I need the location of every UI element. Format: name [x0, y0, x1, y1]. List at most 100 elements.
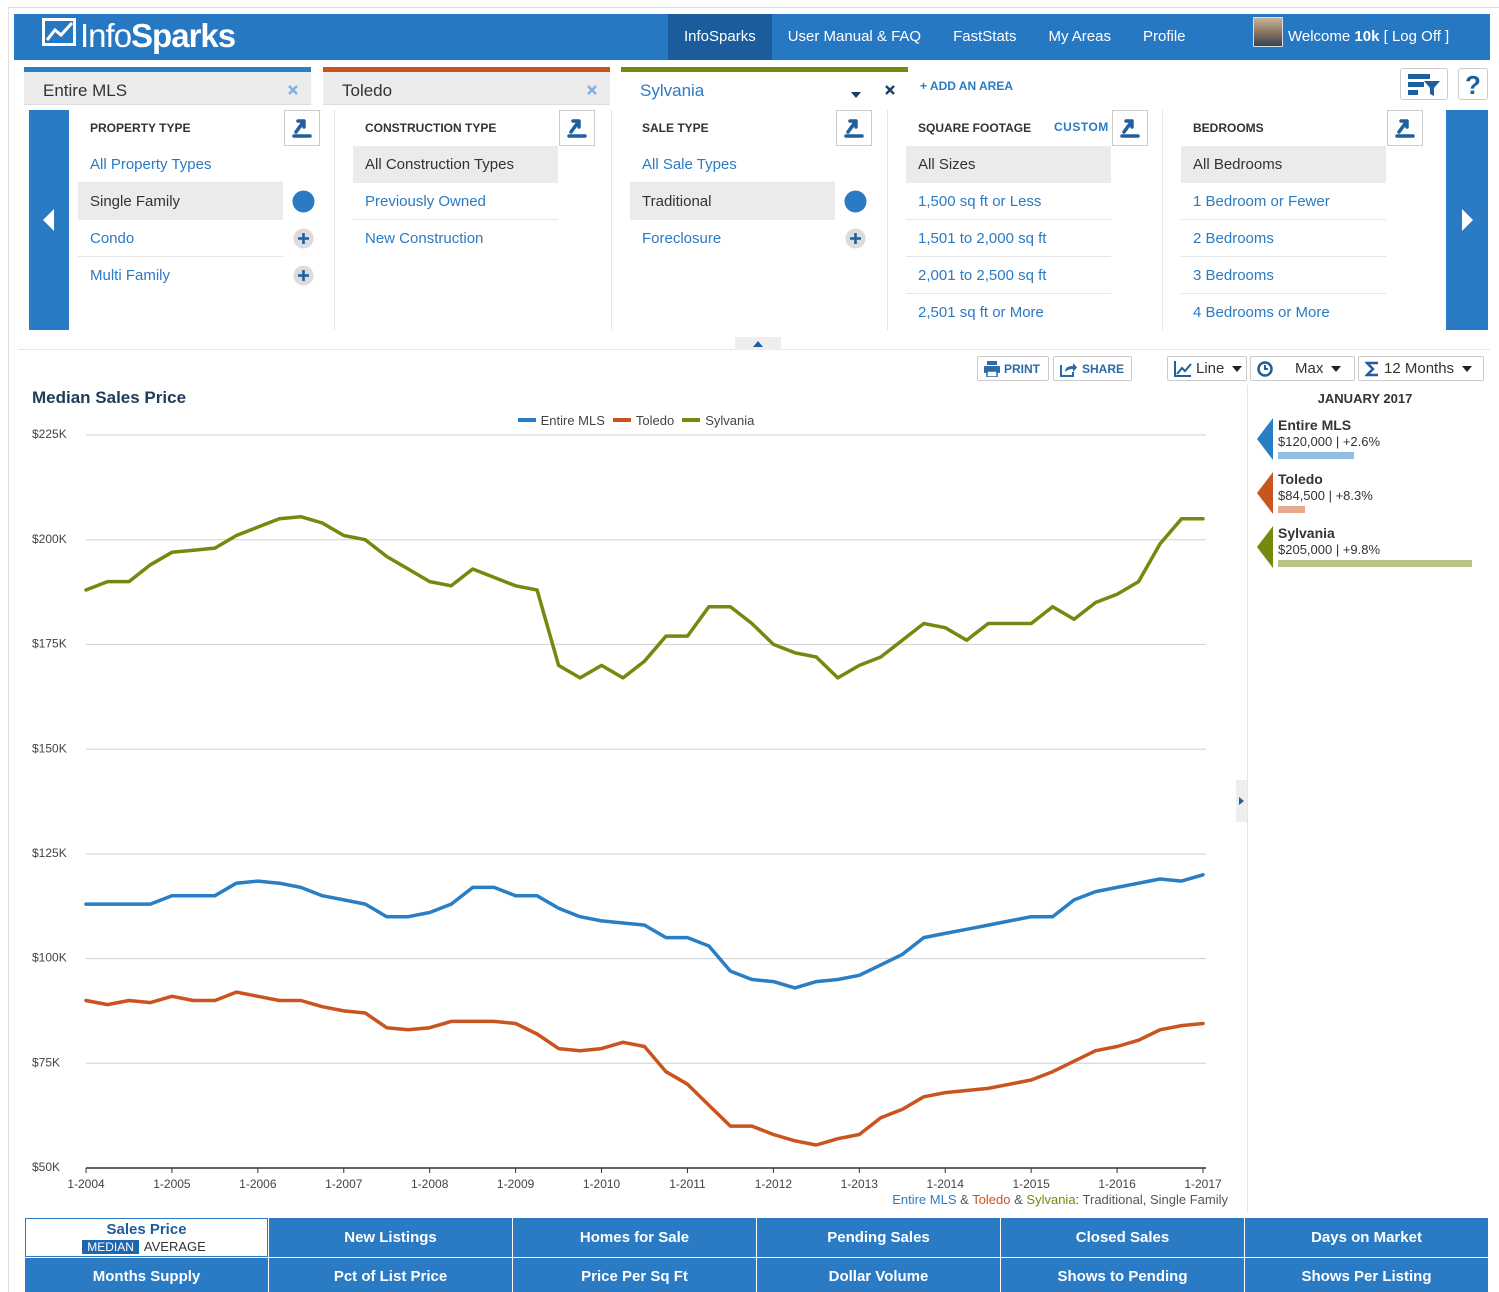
- filter-option[interactable]: 2 Bedrooms: [1181, 220, 1386, 257]
- filter-option[interactable]: 1,500 sq ft or Less: [906, 183, 1111, 220]
- share-button[interactable]: SHARE: [1053, 356, 1132, 381]
- avatar: [1253, 17, 1283, 47]
- logo-text: Sparks: [131, 17, 235, 54]
- note-part: Toledo: [972, 1192, 1010, 1207]
- filter-option[interactable]: Single Family: [78, 183, 283, 220]
- add-option[interactable]: [844, 227, 867, 250]
- column-divider: [611, 110, 612, 330]
- metric-button[interactable]: Dollar Volume: [757, 1258, 1000, 1292]
- filter-option[interactable]: Previously Owned: [353, 183, 558, 220]
- icon-shape: [1257, 472, 1273, 514]
- area-tab[interactable]: Entire MLS: [24, 72, 311, 105]
- legend-item[interactable]: Entire MLS: [518, 413, 605, 428]
- window-select[interactable]: 12 Months: [1358, 356, 1484, 381]
- filter-option[interactable]: New Construction: [353, 220, 558, 257]
- metric-button[interactable]: New Listings: [269, 1218, 512, 1257]
- metric-button[interactable]: Months Supply: [25, 1258, 268, 1292]
- filter-option[interactable]: All Construction Types: [353, 146, 558, 183]
- stat-option[interactable]: AVERAGE: [139, 1239, 211, 1254]
- filter-option[interactable]: 1,501 to 2,000 sq ft: [906, 220, 1111, 257]
- icon-shape: [569, 121, 585, 136]
- metric-button[interactable]: Pending Sales: [757, 1218, 1000, 1257]
- filter-option[interactable]: 4 Bedrooms or More: [1181, 294, 1386, 331]
- tab-close[interactable]: [884, 83, 896, 101]
- metric-button[interactable]: Homes for Sale: [513, 1218, 756, 1257]
- metric-button[interactable]: Shows to Pending: [1001, 1258, 1244, 1292]
- icon-shape: [47, 23, 72, 40]
- option-label: 1,500 sq ft or Less: [918, 183, 1041, 220]
- nav-item[interactable]: My Areas: [1032, 14, 1127, 60]
- nav-item[interactable]: User Manual & FAQ: [772, 14, 937, 60]
- logo-icon: [42, 18, 76, 46]
- nav-item[interactable]: FastStats: [937, 14, 1032, 60]
- filter-option[interactable]: 3 Bedrooms: [1181, 257, 1386, 294]
- icon-shape: [1257, 418, 1273, 460]
- side-value: $205,000 | +9.8%: [1278, 542, 1380, 558]
- nav-item[interactable]: Profile: [1127, 14, 1202, 60]
- print-button[interactable]: PRINT: [977, 356, 1049, 381]
- filter-action[interactable]: [836, 110, 872, 146]
- option-label: 4 Bedrooms or More: [1193, 294, 1330, 331]
- icon-shape: [1397, 121, 1413, 136]
- filter-option[interactable]: All Property Types: [78, 146, 283, 183]
- filter-action[interactable]: [1112, 110, 1148, 146]
- stat-option[interactable]: MEDIAN: [82, 1240, 139, 1254]
- icon-shape: [1406, 71, 1442, 97]
- help-button[interactable]: ?: [1458, 68, 1488, 100]
- tab-dropdown[interactable]: [851, 86, 861, 104]
- icon-shape: [1408, 90, 1418, 95]
- filter-option[interactable]: All Sale Types: [630, 146, 835, 183]
- legend-item[interactable]: Toledo: [613, 413, 674, 428]
- filter-option[interactable]: All Bedrooms: [1181, 146, 1386, 183]
- side-handle[interactable]: [1236, 780, 1247, 822]
- option-label: All Property Types: [90, 146, 211, 183]
- filter-option[interactable]: Traditional: [630, 183, 835, 220]
- collapse-handle[interactable]: [735, 337, 781, 350]
- filter-option[interactable]: Foreclosure: [630, 220, 835, 257]
- filter-option[interactable]: 2,001 to 2,500 sq ft: [906, 257, 1111, 294]
- metric-button[interactable]: Pct of List Price: [269, 1258, 512, 1292]
- filter-option[interactable]: Multi Family: [78, 257, 283, 294]
- metric-button[interactable]: Days on Market: [1245, 1218, 1488, 1257]
- filter-button[interactable]: [1400, 68, 1448, 100]
- compare-icon: [566, 117, 588, 139]
- logoff-link[interactable]: [ Log Off ]: [1384, 28, 1450, 45]
- icon-shape: [846, 121, 862, 136]
- tab-close[interactable]: [287, 83, 299, 101]
- area-tab[interactable]: Toledo: [323, 72, 610, 105]
- icon-shape: [1239, 797, 1244, 805]
- metric-button[interactable]: Closed Sales: [1001, 1218, 1244, 1257]
- tab-close[interactable]: [586, 83, 598, 101]
- filter-action[interactable]: [1387, 110, 1423, 146]
- metric-button[interactable]: Price Per Sq Ft: [513, 1258, 756, 1292]
- add-option[interactable]: [292, 264, 315, 287]
- area-tab[interactable]: Sylvania: [621, 72, 908, 105]
- filter-action[interactable]: [559, 110, 595, 146]
- filter-option[interactable]: 2,501 sq ft or More: [906, 294, 1111, 331]
- stat-options: MEDIANAVERAGE: [26, 1239, 267, 1255]
- pointer-icon: [1257, 526, 1273, 568]
- print-button-icon: [984, 361, 1000, 377]
- selected-dot[interactable]: [844, 190, 867, 213]
- metric-button[interactable]: Shows Per Listing: [1245, 1258, 1488, 1292]
- add-area[interactable]: + ADD AN AREA: [920, 79, 1013, 95]
- icon-shape: [294, 121, 310, 136]
- filter-option[interactable]: Condo: [78, 220, 283, 257]
- filter-option[interactable]: 1 Bedroom or Fewer: [1181, 183, 1386, 220]
- collapse-icon: [753, 341, 763, 347]
- custom-link[interactable]: CUSTOM: [1054, 120, 1109, 134]
- next-filters[interactable]: [1446, 110, 1488, 330]
- icon-shape: [1460, 209, 1474, 231]
- range-select[interactable]: Max: [1250, 356, 1355, 381]
- legend-item[interactable]: Sylvania: [682, 413, 754, 428]
- filter-option[interactable]: All Sizes: [906, 146, 1111, 183]
- filter-action[interactable]: [284, 110, 320, 146]
- add-option[interactable]: [292, 227, 315, 250]
- nav-item[interactable]: InfoSparks: [668, 14, 772, 60]
- chart-type[interactable]: Line: [1167, 356, 1247, 381]
- plus-icon: [292, 264, 315, 287]
- caret-icon: [1232, 366, 1242, 372]
- prev-filters[interactable]: [29, 110, 69, 330]
- selected-dot[interactable]: [292, 190, 315, 213]
